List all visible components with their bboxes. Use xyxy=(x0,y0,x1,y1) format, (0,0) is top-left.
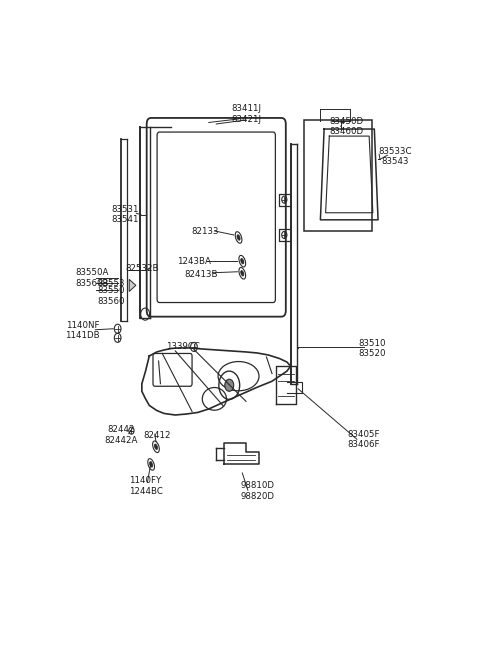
Ellipse shape xyxy=(150,462,153,467)
Text: 82413B: 82413B xyxy=(185,270,218,279)
Text: 83550
83560: 83550 83560 xyxy=(97,286,125,306)
Ellipse shape xyxy=(240,259,244,264)
Ellipse shape xyxy=(155,444,157,449)
Text: 82133: 82133 xyxy=(192,227,219,236)
Text: 83405F
83406F: 83405F 83406F xyxy=(347,430,379,449)
Text: 83533C
83543: 83533C 83543 xyxy=(378,147,411,166)
Polygon shape xyxy=(129,279,136,291)
Text: 98810D
98820D: 98810D 98820D xyxy=(240,481,274,501)
Text: 1339CC: 1339CC xyxy=(166,343,200,352)
Text: 1243BA: 1243BA xyxy=(177,257,211,266)
Text: 83553: 83553 xyxy=(97,279,125,288)
Ellipse shape xyxy=(237,234,240,240)
Text: 83510
83520: 83510 83520 xyxy=(359,339,386,358)
Text: 1140NF
1141DB: 1140NF 1141DB xyxy=(65,321,100,341)
Text: 1140FY
1244BC: 1140FY 1244BC xyxy=(129,476,163,496)
Text: 83550A
83560B: 83550A 83560B xyxy=(75,268,108,288)
Ellipse shape xyxy=(240,271,244,276)
Text: 82412: 82412 xyxy=(143,431,170,440)
Text: 83531
83541: 83531 83541 xyxy=(111,205,139,225)
Text: 83450D
83460D: 83450D 83460D xyxy=(329,117,363,136)
Text: 82442
82442A: 82442 82442A xyxy=(105,426,138,445)
Text: 83411J
83421J: 83411J 83421J xyxy=(231,104,261,124)
Circle shape xyxy=(225,379,234,391)
Text: 82532B: 82532B xyxy=(125,264,158,273)
